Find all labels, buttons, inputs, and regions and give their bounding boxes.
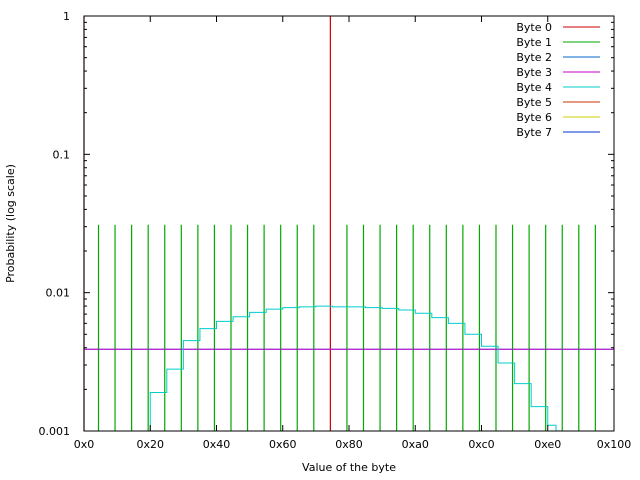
series-byte-0 [83,16,331,431]
legend: Byte 0 Byte 1 Byte 2 Byte 3 Byte 4 Byte 5 Byte… [516,21,600,139]
x-tick-label: 0xa0 [402,438,429,451]
legend-label: Byte 3 [516,66,552,79]
y-tick-label: 1 [63,10,70,23]
x-tick-label: 0x20 [136,438,164,451]
x-axis-label: Value of the byte [302,461,396,474]
x-tick-label: 0x60 [269,438,297,451]
legend-label: Byte 0 [516,21,552,34]
y-tick-label: 0.01 [46,287,71,300]
legend-label: Byte 6 [516,111,552,124]
axis-layer: 0x0 0x20 0x40 0x60 0x80 0xa0 0xc0 0xe0 0x100 0.00… [39,10,632,451]
x-tick-label: 0xe0 [534,438,561,451]
legend-label: Byte 5 [516,96,552,109]
y-axis-label: Probability (log scale) [4,164,17,283]
legend-label: Byte 2 [516,51,552,64]
legend-label: Byte 7 [516,126,552,139]
x-tick-label: 0x100 [597,438,632,451]
x-tick-label: 0xc0 [468,438,494,451]
y-tick-label: 0.001 [39,425,71,438]
x-tick-label: 0x40 [203,438,231,451]
x-tick-label: 0x0 [74,438,95,451]
legend-label: Byte 4 [516,81,552,94]
x-tick-label: 0x80 [335,438,363,451]
legend-label: Byte 1 [516,36,552,49]
series-layer [83,16,614,432]
y-tick-label: 0.1 [53,148,71,161]
series-line-byte-4 [133,305,557,432]
series-byte-1 [97,224,596,431]
